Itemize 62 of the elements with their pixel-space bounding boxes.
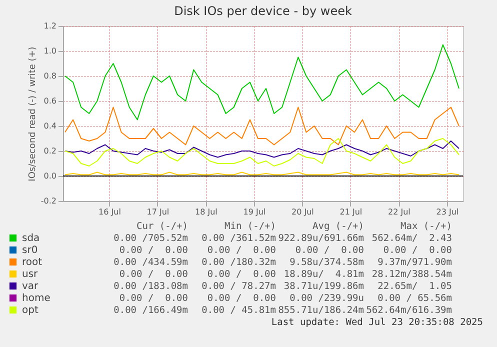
text: 0.00 / 0.00 (118, 269, 188, 281)
text: 562.64m/ 2.43 (370, 233, 452, 245)
y-tick-label: 0.6 (44, 96, 56, 106)
x-tick-label: 19 Jul (243, 208, 266, 216)
text: 0.00 /166.49m (112, 305, 188, 317)
legend-label: root (22, 257, 42, 268)
line-series (64, 106, 460, 146)
x-tick-label: 20 Jul (292, 208, 314, 216)
text: 855.71u/186.24m (277, 305, 364, 317)
text: 0.00 / 78.27m (200, 281, 276, 293)
y-tick-label: 0.2 (44, 146, 56, 156)
text: 9.58u/374.58m (288, 257, 364, 269)
text: Min (-/+) (224, 221, 276, 233)
text: Avg (-/+) (312, 221, 364, 233)
text: 28.12m/388.54m (370, 269, 452, 281)
y-tick-label: -0.2 (40, 196, 56, 206)
y-tick-label: 1.0 (44, 46, 56, 56)
legend-label: sr0 (22, 245, 38, 256)
text: 0.00 / 0.00 (294, 245, 364, 257)
text: 0.00 / 0.00 (118, 293, 188, 305)
line-series (64, 44, 460, 120)
text: 18.89u/ 4.81m (282, 269, 364, 281)
legend-label: home (22, 293, 50, 304)
chart-title: Disk IOs per device - by week (174, 4, 352, 18)
x-tick-label: 21 Jul (340, 208, 362, 216)
x-tick-label: 18 Jul (195, 208, 218, 216)
y-axis-title: IOs/second read (-) / write (+) (28, 46, 38, 182)
line-series (64, 138, 460, 166)
legend-label: sda (22, 233, 40, 244)
text: 0.00 /183.08m (112, 281, 188, 293)
legend-label: usr (22, 269, 39, 280)
text: Last update: Wed Jul 23 20:35:08 2025 (271, 317, 483, 328)
text: 562.64m/616.39m (365, 305, 452, 317)
text: 0.00 /361.52m (200, 233, 276, 245)
x-tick-label: 23 Jul (436, 208, 459, 216)
text: 9.37m/971.90m (376, 257, 452, 269)
y-tick-label: 1.2 (44, 22, 56, 30)
text: 22.65m/ 1.05 (376, 281, 452, 293)
y-tick-label: 0.4 (44, 122, 56, 130)
x-tick-label: 16 Jul (98, 208, 121, 216)
text: 0.00 / 45.81m (200, 305, 276, 317)
text: 0.00 /434.59m (112, 257, 188, 269)
text: 0.00 / 65.56m (376, 293, 452, 305)
text: 0.00 / 0.00 (206, 245, 276, 257)
y-tick-label: 0.8 (44, 72, 56, 80)
text: 0.00 /180.32m (200, 257, 276, 269)
x-tick-label: 22 Jul (388, 208, 410, 216)
y-tick-label: 0.0 (44, 172, 56, 180)
text: 0.00 / 0.00 (382, 245, 452, 257)
text: 0.00 / 0.00 (206, 269, 276, 281)
text: 0.00 / 0.00 (206, 293, 276, 305)
x-tick-label: 17 Jul (146, 208, 170, 216)
text: 0.00 / 0.00 (118, 245, 188, 257)
text: 0.00 /239.99u (288, 293, 364, 305)
text: 922.89u/691.66m (277, 233, 364, 245)
legend-label: opt (22, 305, 38, 316)
text: 38.71u/199.86m (282, 281, 364, 293)
text: Max (-/+) (400, 221, 452, 233)
text: Cur (-/+) (136, 221, 188, 233)
legend-label: var (22, 281, 40, 292)
text: 0.00 /705.52m (112, 233, 188, 245)
line-series (64, 140, 460, 158)
